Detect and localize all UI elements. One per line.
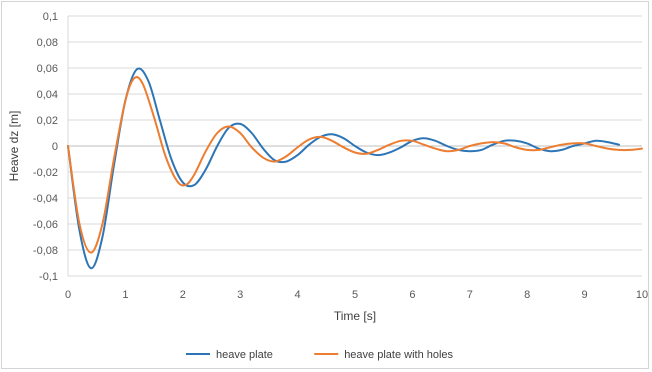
y-tick-label: -0,06 (33, 219, 58, 231)
x-tick-label: 9 (582, 289, 588, 301)
x-tick-label: 5 (352, 289, 358, 301)
y-tick-label: 0,08 (37, 37, 58, 49)
x-tick-label: 6 (409, 289, 415, 301)
series-lines (67, 67, 643, 270)
x-tick-label: 1 (122, 289, 128, 301)
y-tick-label: -0,08 (33, 245, 58, 257)
y-axis-ticks: 0,1 0,08 0,06 0,04 0,02 0 -0,02 -0,04 -0,06 -0,08… (33, 11, 58, 283)
legend: heave plate heave plate with holes (186, 349, 454, 361)
x-tick-label: 7 (467, 289, 473, 301)
y-axis-label: Heave dz [m] (7, 111, 21, 182)
x-tick-label: 4 (295, 289, 301, 301)
x-tick-label: 0 (65, 289, 71, 301)
x-tick-label: 3 (237, 289, 243, 301)
series-line-2 (67, 76, 643, 254)
x-tick-label: 8 (524, 289, 530, 301)
legend-label: heave plate with holes (344, 349, 453, 361)
y-tick-label: -0,1 (39, 271, 58, 283)
x-tick-label: 10 (636, 289, 648, 301)
y-tick-label: 0,02 (37, 115, 58, 127)
y-tick-label: 0 (52, 141, 58, 153)
y-tick-label: -0,02 (33, 167, 58, 179)
x-axis-ticks: 0 1 2 3 4 5 6 7 8 9 10 (65, 289, 648, 301)
y-tick-label: -0,04 (33, 193, 58, 205)
y-tick-label: 0,1 (43, 11, 58, 23)
gridlines (67, 15, 642, 277)
y-tick-label: 0,04 (37, 89, 58, 101)
series-line-1 (67, 67, 621, 270)
y-tick-label: 0,06 (37, 63, 58, 75)
x-tick-label: 2 (180, 289, 186, 301)
x-axis-label: Time [s] (334, 309, 376, 323)
legend-label: heave plate (216, 349, 273, 361)
